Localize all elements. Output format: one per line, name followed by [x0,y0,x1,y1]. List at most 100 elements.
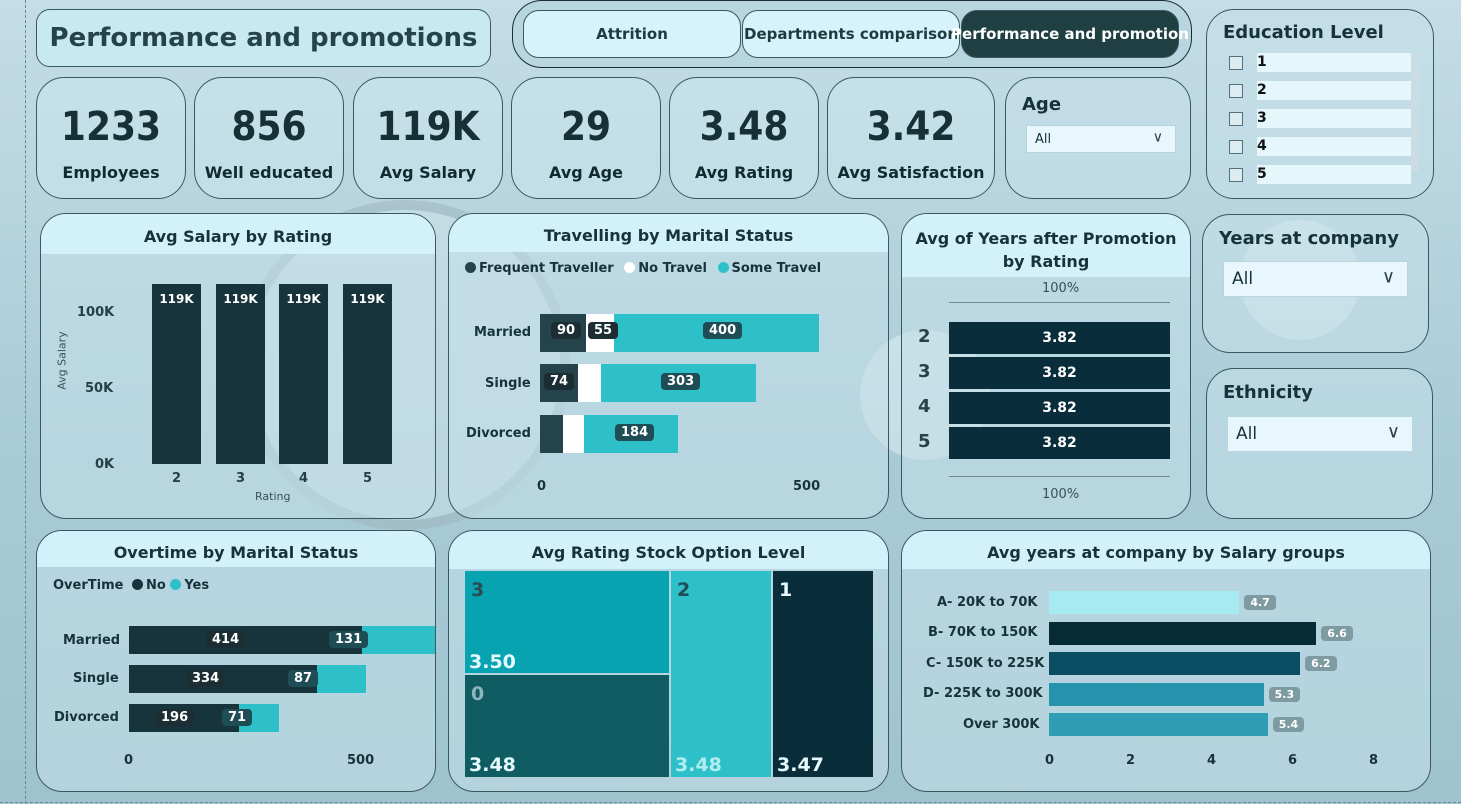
legend-item: Yes [170,578,209,593]
treemap-tile-1[interactable] [773,571,873,777]
category-label: Over 300K [963,717,1040,732]
kpi-value: 3.42 [866,104,956,150]
stock-option-treemap: Avg Rating Stock Option Level 3 3.50 0 3… [448,530,889,792]
x-tick-label: 2 [1126,753,1136,768]
kpi-value: 3.48 [699,104,789,150]
data-label: 3.82 [1042,400,1077,416]
salary-group-bar [1049,652,1301,675]
treemap-level-label: 2 [677,579,691,601]
x-tick-label: 0 [124,753,134,768]
promotion-bar [949,392,1170,424]
chart-legend: OverTime No Yes [53,578,209,593]
years-at-company-dropdown[interactable]: All ∨ [1223,261,1408,297]
legend-item: Frequent Traveller [465,261,614,276]
ethnicity-dropdown[interactable]: All ∨ [1227,416,1413,452]
legend-item: Some Travel [717,261,821,276]
category-label: D- 225K to 300K [923,686,1043,701]
x-tick-label: 500 [347,753,375,768]
treemap-value-label: 3.50 [469,651,516,673]
education-option-4[interactable]: 4 [1229,137,1411,156]
category-label: A- 20K to 70K [937,595,1038,610]
years-after-promotion-chart: Avg of Years after Promotion by Rating 1… [901,213,1191,519]
promotion-bar [949,357,1170,389]
category-label: Married [474,325,532,340]
kpi-value: 856 [231,104,307,150]
education-scrollbar[interactable] [1411,53,1419,171]
promotion-bar [949,322,1170,354]
chevron-down-icon: ∨ [1381,266,1395,288]
x-tick-label: 5 [362,471,373,486]
data-label: 3.82 [1042,330,1077,346]
x-tick-label: 2 [171,471,182,486]
kpi-value: 1233 [60,104,162,150]
data-label: 5.3 [1268,687,1301,702]
promotion-bar [949,427,1170,459]
category-label: Married [63,633,121,648]
category-label: 4 [918,396,931,417]
checkbox[interactable] [1229,55,1243,70]
kpi-card-well-educated: 856 Well educated [194,77,344,199]
data-label: 4.7 [1244,595,1276,610]
salary-bar [279,284,328,464]
frame-guide [25,0,26,804]
x-tick-label: 0 [1045,753,1055,768]
data-label: 6.6 [1321,626,1353,641]
data-label: 414 [206,631,246,648]
data-label: 196 [155,709,195,726]
data-label: 119K [223,292,258,306]
kpi-label: Employees [62,163,160,182]
data-label: 184 [615,424,655,441]
education-option-3[interactable]: 3 [1229,109,1411,128]
data-label: 3.82 [1042,365,1077,381]
checkbox[interactable] [1229,83,1243,98]
chart-title: Avg Rating Stock Option Level [449,531,888,569]
chevron-down-icon: ∨ [1386,421,1400,443]
treemap-tile-3[interactable] [465,571,669,673]
education-option-5[interactable]: 5 [1229,165,1411,184]
overtime-bar-segment [316,665,366,693]
x-tick-label: 6 [1288,753,1298,768]
category-label: Single [73,671,119,686]
kpi-card-avg-salary: 119K Avg Salary [353,77,503,199]
y-tick-label: 50K [85,381,114,396]
treemap-tile-2[interactable] [671,571,771,777]
checkbox[interactable] [1229,167,1243,182]
education-option-2[interactable]: 2 [1229,81,1411,100]
tab-performance-and-promotion[interactable]: Performance and promotion [951,10,1189,58]
kpi-label: Avg Age [549,163,623,182]
data-label: 87 [288,670,319,687]
kpi-card-employees: 1233 Employees [36,77,186,199]
education-option-label: 3 [1257,109,1411,128]
axis-line [949,302,1170,303]
travel-bar-segment [540,415,564,453]
x-tick-label: 3 [235,471,246,486]
chart-title: Overtime by Marital Status [37,531,435,567]
ethnicity-slicer: Ethnicity All ∨ [1206,368,1433,519]
category-label: Single [485,376,531,391]
checkbox[interactable] [1229,111,1243,126]
salary-bar [152,284,201,464]
tab-departments-comparison[interactable]: Departments comparison [742,10,960,58]
travel-bar-segment [563,415,584,453]
overtime-by-marital-status-chart: Overtime by Marital Status OverTime No Y… [36,530,436,792]
salary-group-bar [1049,591,1240,614]
age-dropdown[interactable]: All ∨ [1026,125,1176,153]
treemap-tile-0[interactable] [465,675,669,777]
kpi-label: Avg Satisfaction [837,163,985,182]
axis-tick-label: 100% [1042,487,1080,502]
age-slicer-title: Age [1022,94,1062,115]
education-option-1[interactable]: 1 [1229,53,1411,72]
tab-attrition[interactable]: Attrition [523,10,741,58]
education-level-slicer: Education Level 1 2 3 4 5 [1206,9,1434,199]
data-label: 131 [329,631,369,648]
data-label: 303 [661,373,701,390]
axis-tick-label: 100% [1042,281,1080,296]
education-option-label: 2 [1257,81,1411,100]
years-at-company-slicer: Years at company All ∨ [1202,214,1429,353]
data-label: 119K [159,292,194,306]
category-label: C- 150K to 225K [926,656,1045,671]
kpi-label: Avg Rating [694,163,794,182]
age-dropdown-value: All [1035,131,1052,147]
chart-legend: Frequent Traveller No Travel Some Travel [465,261,821,276]
checkbox[interactable] [1229,139,1243,154]
